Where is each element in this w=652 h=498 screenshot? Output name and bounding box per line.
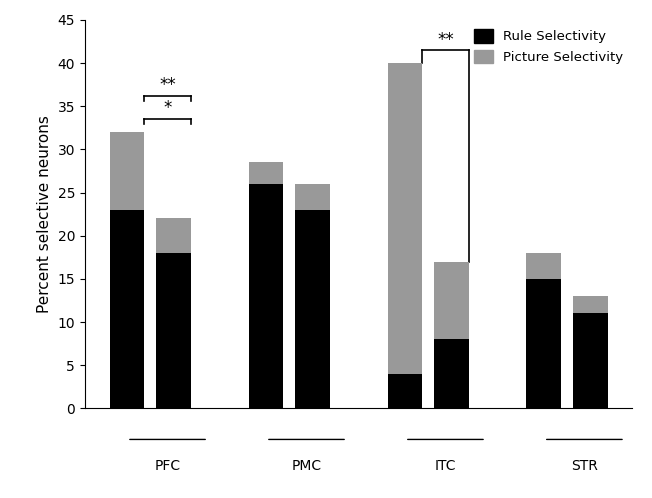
Text: *: * [164,99,171,117]
Text: STR: STR [571,459,598,473]
Bar [156,253,190,408]
Bar [573,296,608,313]
Text: PMC: PMC [291,459,321,473]
Bar [527,279,561,408]
Text: **: ** [437,31,454,49]
Bar [527,253,561,279]
Text: PFC: PFC [155,459,181,473]
Bar [387,374,422,408]
Bar [248,162,284,184]
Bar [387,63,422,374]
Bar [156,219,190,253]
Text: **: ** [159,76,176,94]
Bar [434,339,469,408]
Bar [248,184,284,408]
Bar [434,261,469,339]
Y-axis label: Percent selective neurons: Percent selective neurons [37,115,52,313]
Bar [110,210,144,408]
Bar [110,132,144,210]
Bar [295,210,330,408]
Legend: Rule Selectivity, Picture Selectivity: Rule Selectivity, Picture Selectivity [469,24,629,69]
Bar [573,313,608,408]
Text: ITC: ITC [435,459,456,473]
Bar [295,184,330,210]
